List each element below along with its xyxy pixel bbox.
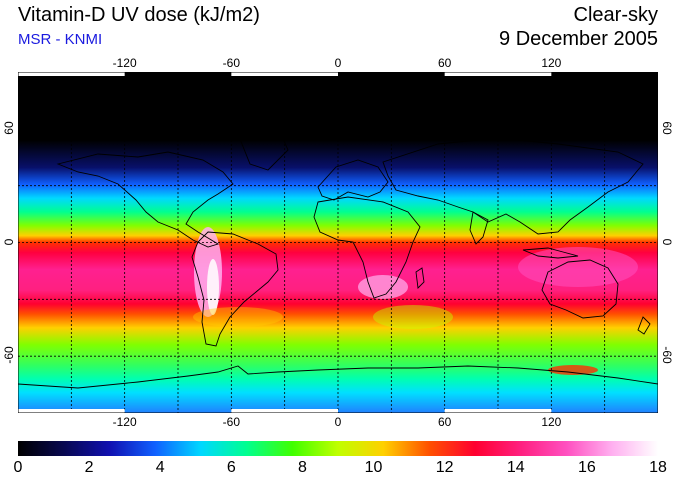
frame-segment xyxy=(444,72,552,76)
colorbar-tick-label: 12 xyxy=(435,459,454,476)
colorbar-tick-label: 8 xyxy=(297,459,307,476)
lat-tick-left: 0 xyxy=(2,238,16,245)
lat-tick-left: 60 xyxy=(2,121,16,135)
lon-tick-top: -60 xyxy=(222,56,240,70)
uv-dose-map xyxy=(18,72,658,413)
data-credit: MSR - KNMI xyxy=(18,31,103,48)
colorbar-tick-label: 0 xyxy=(13,459,23,476)
lon-tick-top: -120 xyxy=(112,56,137,70)
colorbar-tick-label: 6 xyxy=(226,459,236,476)
lon-tick-top: 120 xyxy=(541,56,562,70)
frame-segment xyxy=(444,409,552,413)
frame-segment xyxy=(231,72,338,76)
colorbar-tick-label: 10 xyxy=(364,459,383,476)
lat-tick-right: 60 xyxy=(660,121,674,135)
lon-tick-bottom: -120 xyxy=(112,415,137,429)
map-date: 9 December 2005 xyxy=(499,28,658,50)
lon-tick-top: 0 xyxy=(334,56,342,70)
colorbar-tick-label: 4 xyxy=(155,459,165,476)
colorbar-tick-label: 14 xyxy=(506,459,525,476)
lon-tick-top: 60 xyxy=(437,56,452,70)
colorbar-tick-label: 2 xyxy=(84,459,94,476)
lon-tick-bottom: 120 xyxy=(541,415,562,429)
sky-condition: Clear-sky xyxy=(573,4,658,26)
lat-tick-right: -60 xyxy=(660,346,674,364)
lon-tick-bottom: 60 xyxy=(437,415,452,429)
colorbar-tick-label: 18 xyxy=(649,459,667,476)
lat-tick-left: -60 xyxy=(2,346,16,364)
frame-segment xyxy=(231,409,338,413)
lon-tick-bottom: 0 xyxy=(334,415,342,429)
map-title: Vitamin-D UV dose (kJ/m2) xyxy=(18,4,260,26)
frame-segment xyxy=(18,72,125,76)
frame-segment xyxy=(18,409,125,413)
lon-tick-bottom: -60 xyxy=(222,415,240,429)
lat-tick-right: 0 xyxy=(660,238,674,245)
colorbar-tick-label: 16 xyxy=(577,459,596,476)
colorbar xyxy=(18,441,658,456)
